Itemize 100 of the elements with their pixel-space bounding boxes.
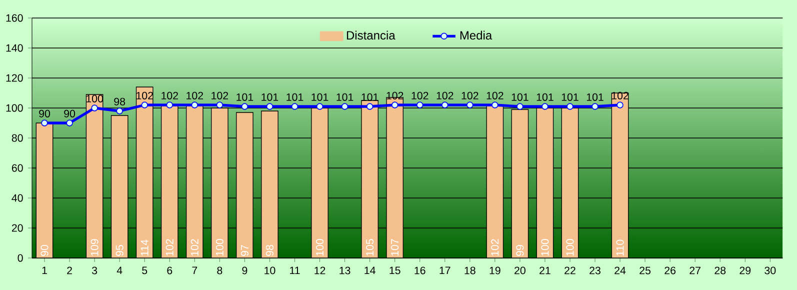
data-label: 97 bbox=[240, 245, 248, 256]
x-tick-label: 6 bbox=[167, 266, 172, 274]
data-label: 107 bbox=[391, 239, 399, 256]
data-label: 102 bbox=[162, 92, 178, 100]
point bbox=[216, 102, 223, 108]
data-label: 101 bbox=[562, 93, 578, 101]
x-tick-label: 17 bbox=[440, 266, 450, 274]
point bbox=[141, 102, 148, 108]
x-tick-label: 11 bbox=[290, 266, 300, 274]
point bbox=[516, 103, 524, 110]
point bbox=[466, 102, 474, 108]
point bbox=[66, 120, 73, 126]
bar bbox=[186, 104, 204, 258]
x-tick-label: 8 bbox=[217, 266, 222, 274]
bar bbox=[311, 108, 328, 258]
x-tick-label: 13 bbox=[340, 266, 350, 274]
x-tick-label: 24 bbox=[614, 266, 626, 274]
point bbox=[366, 103, 374, 110]
bar bbox=[211, 108, 228, 258]
x-tick-label: 29 bbox=[740, 266, 751, 274]
x-tick-label: 15 bbox=[390, 266, 400, 274]
point bbox=[166, 102, 173, 108]
x-tick-label: 28 bbox=[714, 266, 726, 274]
data-label: 90 bbox=[39, 110, 50, 118]
data-label: 102 bbox=[462, 92, 478, 100]
point bbox=[542, 103, 548, 110]
bar bbox=[486, 104, 504, 258]
bar bbox=[110, 115, 128, 258]
data-label: 105 bbox=[366, 239, 374, 256]
bar bbox=[561, 108, 579, 258]
x-tick-label: 5 bbox=[142, 266, 148, 274]
point bbox=[616, 102, 624, 108]
x-tick-label: 1 bbox=[42, 266, 47, 274]
bar bbox=[136, 86, 154, 258]
x-tick-label: 18 bbox=[464, 266, 476, 274]
legend-label: Media bbox=[460, 30, 492, 40]
data-label: 102 bbox=[412, 92, 428, 100]
data-label: 102 bbox=[436, 92, 454, 100]
point bbox=[442, 102, 448, 108]
point bbox=[241, 103, 248, 110]
data-label: 114 bbox=[140, 240, 148, 256]
x-tick-label: 14 bbox=[364, 266, 376, 274]
data-label: 101 bbox=[286, 93, 304, 101]
point bbox=[391, 102, 398, 108]
x-tick-label: 3 bbox=[92, 266, 98, 274]
point bbox=[416, 102, 424, 108]
data-label: 101 bbox=[512, 93, 528, 101]
data-label: 100 bbox=[316, 239, 324, 256]
x-tick-label: 12 bbox=[314, 266, 326, 274]
data-label: 100 bbox=[216, 239, 224, 256]
data-label: 101 bbox=[336, 93, 354, 101]
x-tick-label: 2 bbox=[67, 266, 72, 274]
x-tick-label: 23 bbox=[590, 266, 600, 274]
x-tick-label: 26 bbox=[664, 266, 676, 274]
data-label: 90 bbox=[64, 110, 76, 118]
bar bbox=[86, 94, 104, 258]
legend-label: Distancia bbox=[346, 30, 396, 40]
data-label: 102 bbox=[190, 239, 198, 256]
bar bbox=[361, 100, 378, 258]
data-label: 101 bbox=[236, 93, 254, 101]
x-tick-label: 10 bbox=[264, 266, 276, 274]
x-tick-label: 27 bbox=[690, 266, 700, 274]
data-label: 99 bbox=[516, 245, 524, 256]
bar bbox=[511, 109, 529, 258]
data-label: 102 bbox=[486, 92, 504, 100]
point bbox=[566, 103, 574, 110]
point bbox=[592, 103, 598, 110]
data-label: 101 bbox=[362, 93, 378, 101]
x-tick-label: 25 bbox=[640, 266, 651, 274]
y-tick-label: 140 bbox=[6, 44, 23, 52]
x-tick-label: 19 bbox=[490, 266, 500, 274]
y-tick-label: 0 bbox=[18, 254, 23, 262]
data-label: 102 bbox=[491, 239, 499, 256]
data-label: 102 bbox=[166, 239, 174, 256]
x-tick-label: 30 bbox=[764, 266, 776, 274]
x-tick-label: 21 bbox=[540, 266, 550, 274]
data-label: 100 bbox=[566, 239, 574, 256]
x-tick-label: 16 bbox=[414, 266, 426, 274]
data-label: 110 bbox=[616, 240, 624, 256]
y-tick-label: 100 bbox=[6, 104, 23, 112]
y-tick-label: 120 bbox=[6, 74, 23, 82]
point bbox=[291, 103, 298, 110]
bar bbox=[236, 112, 254, 258]
point bbox=[116, 108, 123, 114]
x-tick-label: 7 bbox=[192, 266, 198, 274]
point bbox=[191, 102, 198, 108]
data-label: 98 bbox=[266, 245, 274, 256]
point bbox=[316, 103, 324, 110]
point bbox=[341, 103, 348, 110]
bar bbox=[160, 104, 178, 258]
data-label: 101 bbox=[262, 93, 278, 101]
bar bbox=[611, 92, 629, 258]
point bbox=[492, 102, 498, 108]
data-label: 109 bbox=[90, 239, 98, 256]
data-label: 100 bbox=[541, 239, 549, 256]
data-label: 102 bbox=[212, 92, 228, 100]
data-label: 101 bbox=[586, 93, 604, 101]
bar bbox=[261, 110, 278, 258]
y-tick-label: 160 bbox=[6, 14, 23, 22]
data-label: 95 bbox=[116, 244, 124, 256]
